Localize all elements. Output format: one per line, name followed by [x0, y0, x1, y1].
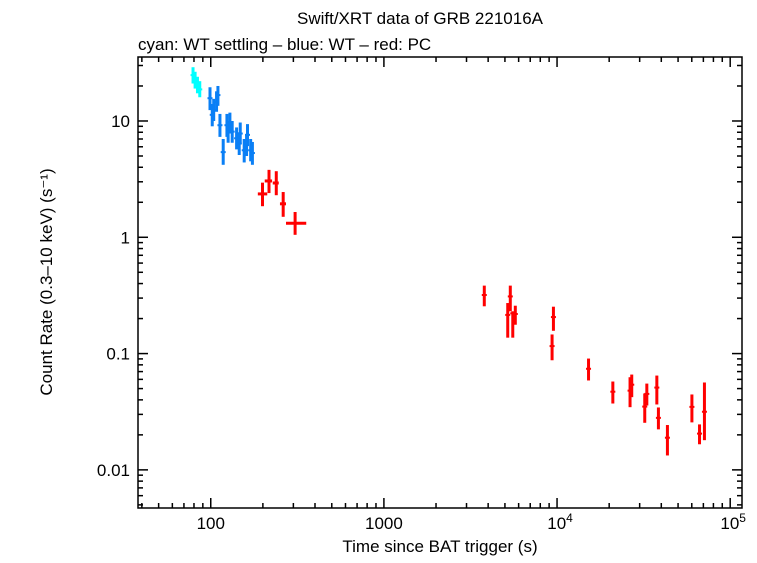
chart-title: Swift/XRT data of GRB 221016A [297, 9, 544, 28]
pc-point [629, 374, 635, 398]
pc-point [644, 383, 650, 406]
pc-point [505, 303, 511, 338]
x-tick-label: 105 [720, 511, 746, 533]
pc-point [689, 394, 695, 423]
y-tick-label: 10 [111, 112, 130, 131]
wt-point [220, 139, 226, 165]
pc-point [286, 211, 307, 235]
pc-point [697, 424, 703, 445]
pc-point [512, 305, 518, 325]
pc-point [654, 375, 660, 405]
y-axis-label: Count Rate (0.3–10 keV) (s⁻¹) [37, 168, 56, 395]
y-tick-label: 1 [121, 228, 130, 247]
x-tick-exponent: 5 [739, 511, 746, 525]
pc-point [642, 393, 648, 423]
x-tick-label: 100 [197, 514, 225, 533]
pc-point [664, 425, 670, 456]
x-axis-label: Time since BAT trigger (s) [342, 537, 537, 556]
wt-point [244, 124, 250, 146]
x-tick-label: 1000 [365, 514, 403, 533]
wt-point [217, 113, 223, 137]
pc-point [550, 306, 556, 331]
wt-point [207, 87, 213, 111]
x-tick-label: 104 [547, 511, 573, 533]
wt-settling-point [197, 81, 203, 98]
wt-point [249, 141, 255, 165]
pc-point [610, 381, 616, 404]
pc-point [507, 285, 513, 312]
y-tick-label: 0.01 [97, 461, 130, 480]
wt-point [215, 85, 221, 106]
pc-point [279, 192, 287, 217]
pc-point [264, 169, 273, 194]
pc-point [272, 171, 279, 196]
pc-point [257, 182, 268, 207]
pc-point [586, 358, 592, 381]
wt-point [237, 122, 243, 145]
chart-subtitle: cyan: WT settling – blue: WT – red: PC [138, 35, 431, 54]
y-tick-label: 0.1 [106, 345, 130, 364]
wt-point [229, 120, 235, 143]
pc-point [481, 285, 487, 307]
x-tick-exponent: 4 [566, 511, 573, 525]
pc-point [549, 334, 555, 361]
plot-frame [137, 56, 743, 509]
pc-point [655, 407, 661, 430]
pc-point [701, 382, 707, 441]
